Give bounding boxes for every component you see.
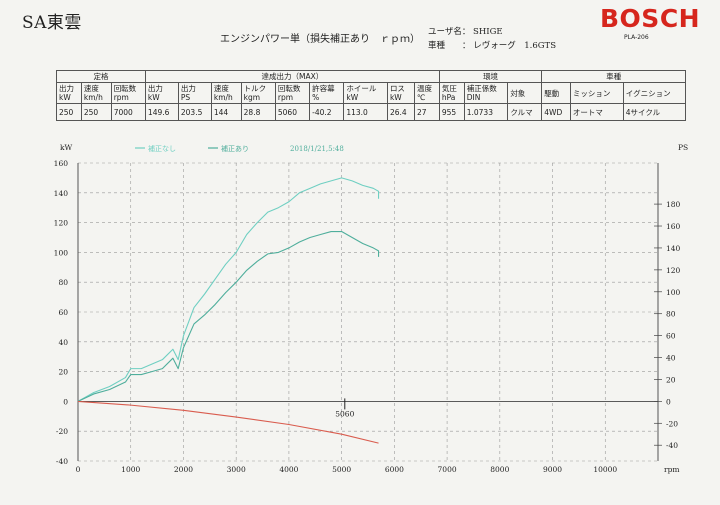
spec-col-header: 許容幕% xyxy=(309,82,345,104)
y-tick-label-left: 60 xyxy=(58,308,68,317)
x-tick-label: 1000 xyxy=(121,465,140,474)
x-tick-label: 10000 xyxy=(593,465,617,474)
spec-value: 28.8 xyxy=(240,103,276,121)
legend-timestamp: 2018/1/21,5:48 xyxy=(290,145,344,153)
x-tick-label: 6000 xyxy=(385,465,404,474)
user-value: SHIGE xyxy=(473,27,503,37)
spec-value: 203.5 xyxy=(177,103,212,121)
x-tick-label: 9000 xyxy=(543,465,562,474)
spec-value: 955 xyxy=(438,103,465,121)
y-tick-label-right: 60 xyxy=(666,332,676,341)
x-tick-label: 8000 xyxy=(490,465,509,474)
report-title: エンジンパワー単（損失補正あり ｒｐｍ） xyxy=(220,34,420,45)
y-tick-label-right: 80 xyxy=(666,310,676,319)
y-tick-label-left: -40 xyxy=(56,457,68,466)
y-tick-label-right: 140 xyxy=(666,244,681,253)
y-tick-label-right: 120 xyxy=(666,266,681,275)
y-tick-label-right: 0 xyxy=(666,397,671,406)
y-tick-label-right: 180 xyxy=(666,200,681,209)
spec-value: 4サイクル xyxy=(622,103,687,121)
user-row: ユーザ名： SHIGE xyxy=(428,25,503,37)
x-tick-label: 3000 xyxy=(227,465,246,474)
x-axis-label: rpm xyxy=(664,465,680,474)
spec-value: -40.2 xyxy=(309,103,345,121)
y-tick-label-left: 20 xyxy=(58,368,68,377)
x-tick-label: 4000 xyxy=(279,465,298,474)
y-tick-label-right: -20 xyxy=(666,419,678,428)
series-line-1 xyxy=(77,230,380,402)
y-tick-label-left: 120 xyxy=(54,219,69,228)
spec-value-row: 250 250 7000 149.6 203.5 144 28.8 5060 -40.2 113.… xyxy=(56,103,687,121)
spec-col-header: 出力 kW xyxy=(56,82,82,104)
model-row: 車種 ： レヴォーグ 1.6GTS xyxy=(428,39,556,51)
legend-label-1: 補正あり xyxy=(221,144,249,153)
device-code: PLA-206 xyxy=(624,34,649,41)
y-tick-label-left: 0 xyxy=(63,397,68,406)
y-tick-label-right: 40 xyxy=(666,354,676,363)
y-tick-label-left: -20 xyxy=(56,427,68,436)
series-line-0 xyxy=(77,177,380,402)
spec-value: 7000 xyxy=(110,103,146,121)
spec-value: 250 xyxy=(80,103,112,121)
annotation-label: 5060 xyxy=(335,409,354,418)
model-label: 車種 ： xyxy=(428,41,471,51)
y-axis-label-right: PS xyxy=(678,143,688,152)
y-tick-label-right: 100 xyxy=(666,288,681,297)
spec-table: 定格 達成出力（MAX） 環境 車種 出力 kW 速度 km/h 回転数 rpm 出力 kW 出力 PS… xyxy=(56,70,687,121)
spec-value: 144 xyxy=(210,103,242,121)
y-tick-label-left: 80 xyxy=(58,278,68,287)
spec-value: 250 xyxy=(56,103,82,121)
y-tick-label-right: 160 xyxy=(666,222,681,231)
series-line-2 xyxy=(77,400,379,444)
y-tick-label-right: 20 xyxy=(666,375,676,384)
y-tick-label-left: 160 xyxy=(54,159,69,168)
x-tick-label: 2000 xyxy=(174,465,193,474)
y-axis-label-left: kW xyxy=(60,143,73,152)
x-tick-label: 7000 xyxy=(438,465,457,474)
shop-name: SA東雲 xyxy=(22,13,82,33)
x-tick-label: 5000 xyxy=(332,465,351,474)
spec-col-header: 出力 kW xyxy=(144,82,179,104)
x-tick-label: 0 xyxy=(76,465,81,474)
spec-value: 4WD xyxy=(541,103,571,121)
user-label: ユーザ名： xyxy=(428,27,471,37)
spec-value: 26.4 xyxy=(386,103,415,121)
spec-header-row: 出力 kW 速度 km/h 回転数 rpm 出力 kW 出力 PS 速度 km/h トルク kgm 回転数 r… xyxy=(56,82,687,104)
y-tick-label-right: -40 xyxy=(666,441,678,450)
spec-value: クルマ xyxy=(507,103,543,121)
model-value: レヴォーグ 1.6GTS xyxy=(473,41,557,51)
y-tick-label-left: 100 xyxy=(54,248,69,257)
legend-label-0: 補正なし xyxy=(148,144,176,153)
y-tick-label-left: 40 xyxy=(58,338,68,347)
y-tick-label-left: 140 xyxy=(54,189,69,198)
brand-logo: BOSCH xyxy=(600,4,701,33)
